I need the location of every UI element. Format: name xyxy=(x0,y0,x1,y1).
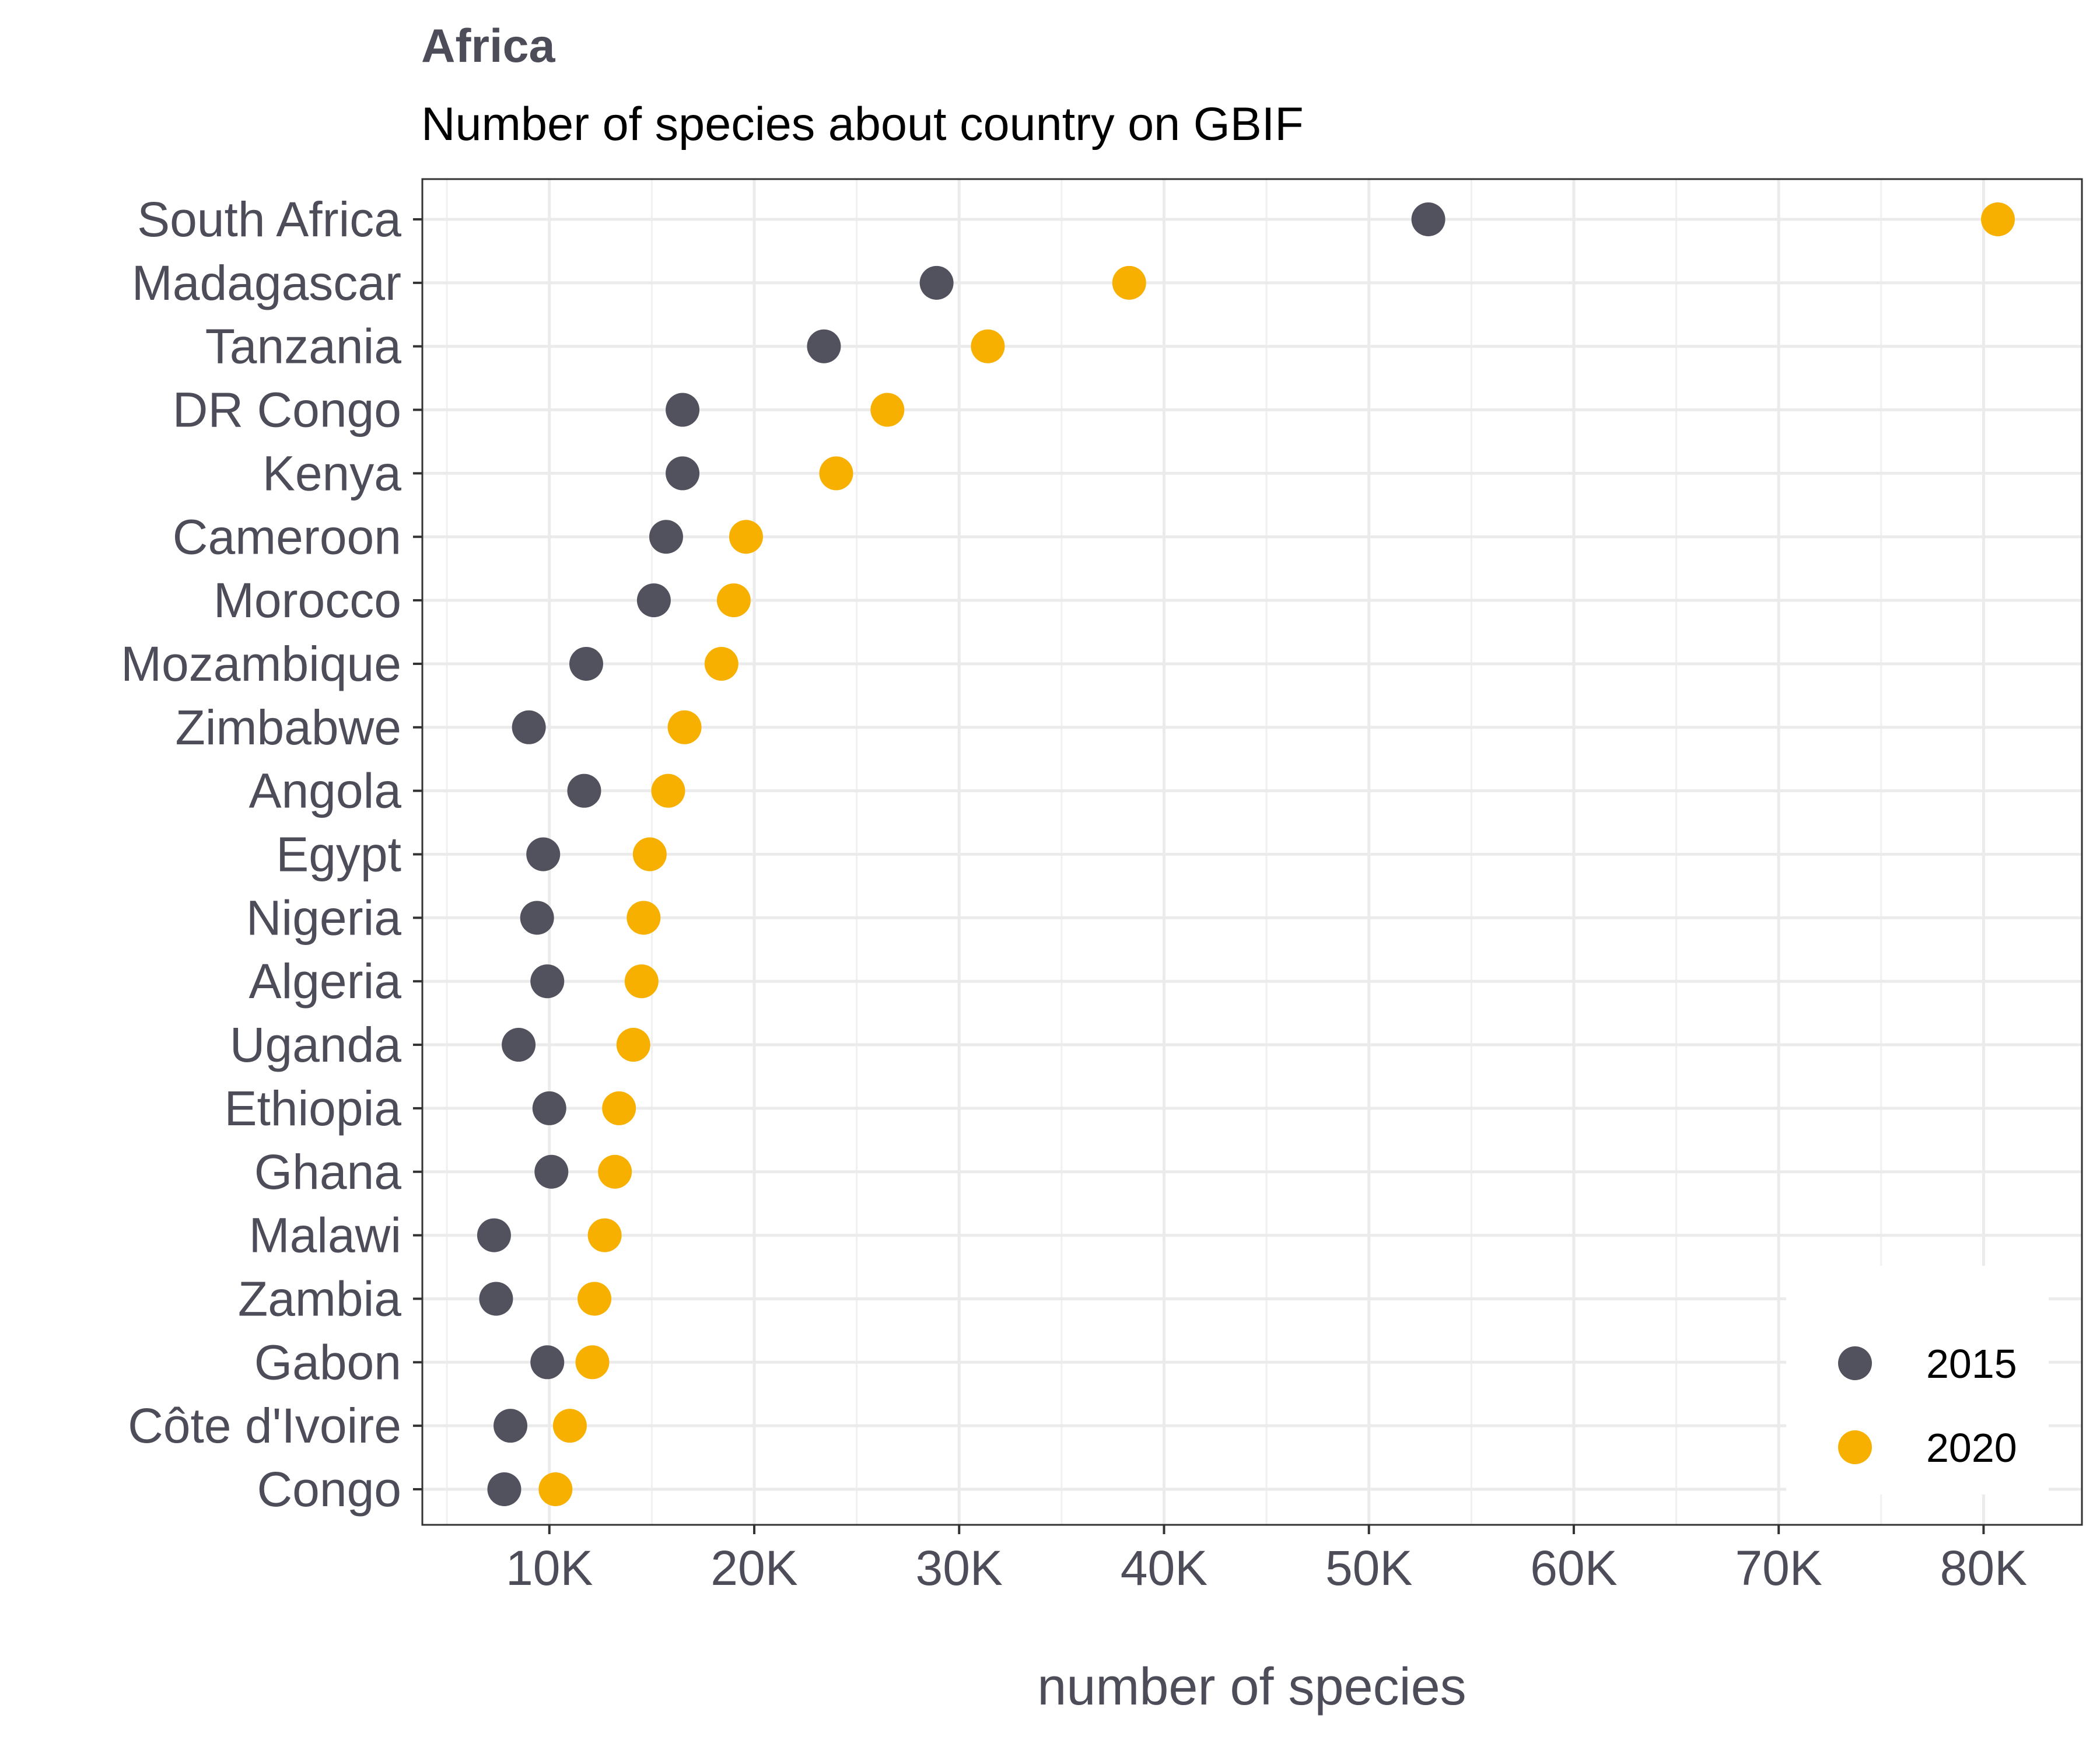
point-2015-kenya xyxy=(666,456,700,491)
point-2020-algeria xyxy=(624,964,659,999)
legend-label-2015: 2015 xyxy=(1926,1341,2017,1387)
point-2020-congo xyxy=(538,1472,573,1506)
y-tick-label: Ghana xyxy=(254,1144,401,1199)
point-2015-angola xyxy=(567,774,601,808)
point-2015-dr-congo xyxy=(666,393,700,427)
y-tick-label: Kenya xyxy=(262,446,401,501)
point-2020-mozambique xyxy=(704,646,738,681)
x-tick-label: 70K xyxy=(1735,1541,1822,1595)
y-tick-label: Ethiopia xyxy=(224,1081,401,1136)
point-2015-morocco xyxy=(636,583,671,618)
point-2015-tanzania xyxy=(807,329,841,363)
y-tick-label: Cameroon xyxy=(173,509,401,564)
point-2020-zimbabwe xyxy=(667,710,702,744)
point-2020-south-africa xyxy=(1980,202,2015,236)
y-tick-label: Tanzania xyxy=(205,319,402,374)
chart-title: Africa xyxy=(421,20,556,72)
point-2020-uganda xyxy=(616,1028,650,1062)
x-tick-label: 60K xyxy=(1530,1541,1617,1595)
point-2020-madagascar xyxy=(1112,265,1146,300)
x-tick-label: 80K xyxy=(1940,1541,2027,1595)
y-tick-label: Angola xyxy=(249,764,401,818)
y-tick-label: South Africa xyxy=(137,192,401,247)
point-2015-nigeria xyxy=(520,901,554,935)
point-2020-gabon xyxy=(575,1345,610,1380)
data-points xyxy=(477,202,2015,1506)
y-tick-label: Mozambique xyxy=(121,636,401,691)
point-2015-zimbabwe xyxy=(512,710,546,744)
point-2020-malawi xyxy=(587,1218,622,1252)
point-2015-zambia xyxy=(479,1282,513,1316)
point-2020-kenya xyxy=(819,456,853,491)
point-2015-malawi xyxy=(477,1218,511,1252)
point-2015-south-africa xyxy=(1411,202,1446,236)
point-2020-angola xyxy=(651,774,685,808)
point-2015-egypt xyxy=(526,837,561,872)
y-tick-label: Uganda xyxy=(230,1017,402,1072)
x-tick-label: 30K xyxy=(916,1541,1003,1595)
legend: 2015 2020 xyxy=(1786,1266,2049,1494)
y-tick-label: Côte d'Ivoire xyxy=(128,1398,401,1453)
point-2020-dr-congo xyxy=(870,393,905,427)
point-2020-zambia xyxy=(578,1282,612,1316)
point-2015-uganda xyxy=(502,1028,536,1062)
point-2015-gabon xyxy=(530,1345,565,1380)
x-tick-label: 20K xyxy=(710,1541,797,1595)
x-tick-label: 40K xyxy=(1121,1541,1208,1595)
point-2015-ghana xyxy=(534,1154,569,1189)
point-2015-madagascar xyxy=(919,265,954,300)
y-tick-label: Madagascar xyxy=(132,256,401,310)
point-2020-egypt xyxy=(632,837,667,872)
y-tick-label: Congo xyxy=(257,1462,401,1517)
y-tick-label: Algeria xyxy=(249,954,402,1009)
point-2020-ghana xyxy=(598,1154,632,1189)
y-tick-label: Malawi xyxy=(249,1208,401,1263)
y-tick-label: Gabon xyxy=(254,1335,401,1390)
point-2015-mozambique xyxy=(569,646,603,681)
y-tick-label: Zimbabwe xyxy=(176,700,401,755)
legend-box xyxy=(1786,1266,2049,1494)
y-tick-label: Nigeria xyxy=(246,890,401,945)
legend-label-2020: 2020 xyxy=(1926,1425,2017,1471)
point-2020-tanzania xyxy=(971,329,1005,363)
plot-border xyxy=(421,178,2083,1526)
point-2015-cameroon xyxy=(649,520,683,554)
y-tick-label: Egypt xyxy=(276,827,401,882)
point-2015-congo xyxy=(487,1472,522,1506)
point-2020-cameroon xyxy=(729,520,763,554)
point-2015-ethiopia xyxy=(532,1091,566,1125)
y-tick-label: Zambia xyxy=(238,1271,401,1326)
point-2020-ethiopia xyxy=(602,1091,636,1125)
point-2015-c-te-d-ivoire xyxy=(494,1409,528,1443)
x-tick-label: 10K xyxy=(506,1541,593,1595)
point-2020-c-te-d-ivoire xyxy=(552,1409,587,1443)
x-axis-title: number of species xyxy=(1037,1658,1466,1716)
chart-subtitle: Number of species about country on GBIF xyxy=(421,98,1304,150)
legend-key-2020 xyxy=(1838,1430,1872,1464)
y-tick-label: Morocco xyxy=(214,573,401,628)
y-tick-label: DR Congo xyxy=(173,383,401,438)
point-2020-morocco xyxy=(716,583,751,618)
point-2020-nigeria xyxy=(626,901,661,935)
legend-key-2015 xyxy=(1838,1346,1872,1380)
axes: South Africa Madagascar Tanzania DR Congo Ke… xyxy=(121,192,2027,1595)
point-2015-algeria xyxy=(530,964,565,999)
x-tick-label: 50K xyxy=(1325,1541,1412,1595)
